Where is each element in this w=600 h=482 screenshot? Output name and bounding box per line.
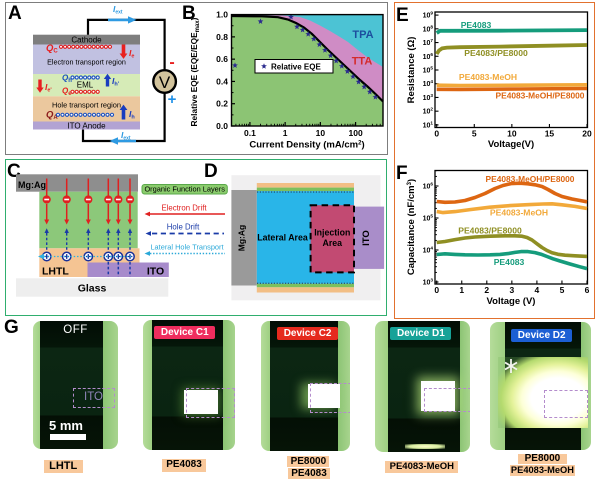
svg-text:G: G	[4, 317, 19, 338]
